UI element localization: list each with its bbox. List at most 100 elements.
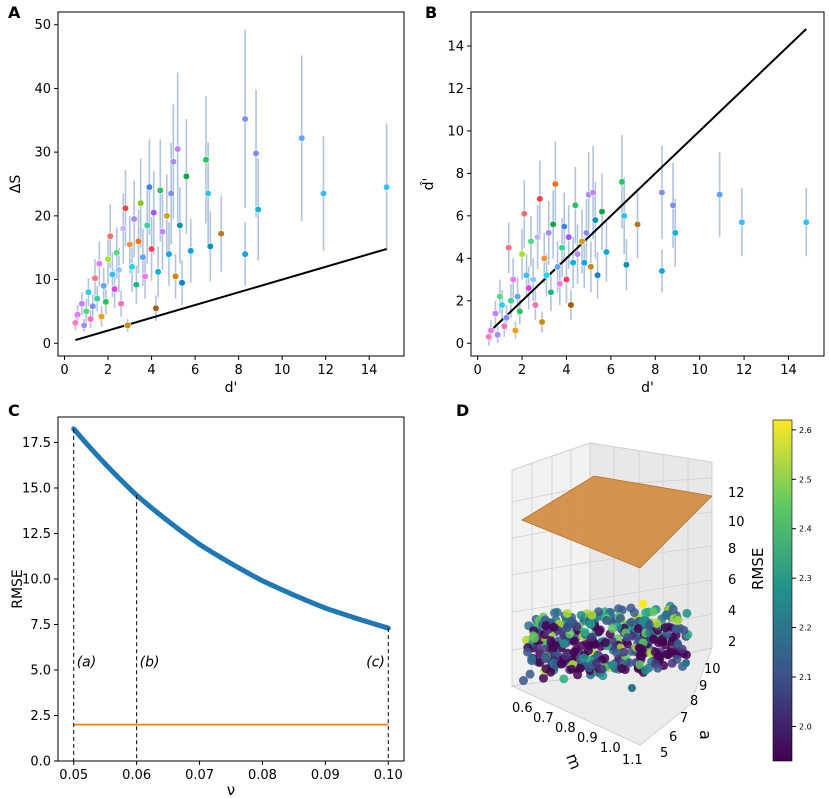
data-point: [89, 302, 97, 310]
annotation-label: (a): [77, 654, 97, 670]
data-point: [580, 258, 588, 267]
tick-a-3: 8: [690, 694, 698, 709]
data-point: [551, 180, 559, 188]
data-point: [382, 183, 391, 191]
panel-c-line-chart: 0.05 0.06 0.07 0.08 0.09 0.10 0.0 2.5 5.0 7.5 10.0…: [10, 416, 405, 798]
data-point: [150, 209, 158, 217]
data-point: [163, 212, 171, 220]
x-tick-label: 12: [736, 363, 753, 378]
panel-label-d: D: [456, 401, 469, 420]
cloud-point: [623, 639, 633, 649]
data-point: [165, 250, 173, 258]
data-point: [549, 220, 557, 228]
cloud-point: [679, 625, 689, 635]
data-point: [716, 191, 724, 199]
data-point: [802, 218, 810, 226]
cloud-point: [635, 660, 645, 670]
tick-z-1: 4: [728, 604, 736, 619]
cloud-point: [593, 607, 603, 617]
y-tick-label: 4: [456, 252, 464, 267]
data-point: [562, 275, 571, 284]
data-point: [494, 331, 502, 339]
colorbar: [772, 419, 793, 762]
data-point: [113, 249, 121, 257]
cloud-point: [615, 613, 625, 623]
data-point: [518, 250, 526, 258]
colorbar-tick-label: 2.0: [799, 722, 812, 731]
cloud-point: [576, 610, 586, 620]
data-point: [658, 267, 666, 275]
x-tick-label: 6: [607, 363, 615, 378]
cloud-point: [587, 610, 597, 620]
data-point: [319, 189, 328, 198]
tick-z-3: 8: [728, 542, 736, 557]
cloud-point: [617, 605, 627, 615]
data-point: [560, 222, 568, 231]
plot-frame: [57, 11, 405, 357]
data-point: [587, 263, 595, 271]
cloud-point: [624, 658, 634, 668]
cloud-point: [569, 637, 579, 647]
cloud-point: [556, 659, 566, 669]
data-point: [509, 275, 517, 284]
y-tick-label: 40: [34, 82, 51, 97]
data-point: [556, 280, 564, 288]
data-point: [658, 188, 666, 197]
data-point: [542, 271, 551, 279]
data-point: [241, 250, 249, 258]
cloud-point: [549, 608, 559, 618]
cloud-point: [548, 643, 558, 653]
cloud-point: [661, 610, 671, 620]
cloud-point: [607, 623, 617, 633]
y-tick-label: 6: [456, 209, 464, 224]
data-point: [505, 244, 513, 252]
data-point: [154, 268, 162, 276]
data-point: [124, 321, 132, 330]
x-tick-label: 2: [518, 363, 526, 378]
cloud-point: [649, 634, 659, 644]
y-tick-label: 10.0: [22, 572, 51, 587]
cloud-point: [644, 620, 654, 630]
data-point: [252, 149, 260, 158]
cloud-point: [653, 663, 663, 673]
data-point: [73, 310, 82, 319]
tick-m-3: 0.9: [577, 731, 598, 746]
data-point: [97, 312, 106, 321]
rmse-plane: [521, 475, 713, 569]
panel-b-scatter: 0 2 4 6 8 10 12 14 0 2 4 6 8 10 12 14 d' d̂': [420, 11, 825, 396]
y-tick-label: 8: [456, 167, 464, 182]
colorbar-tick-label: 2.3: [799, 574, 812, 583]
colorbar-tick-label: 2.4: [799, 525, 812, 534]
data-point: [130, 215, 138, 223]
panel-d-3d-plot: 0.6 0.7 0.8 0.9 1.0 1.1 5 6 7 8 9 10 2 4…: [510, 419, 812, 772]
data-point: [485, 333, 493, 341]
data-point: [540, 254, 548, 262]
tick-a-2: 7: [680, 711, 688, 726]
cloud-point: [546, 667, 556, 677]
data-point: [525, 284, 533, 292]
data-point: [169, 158, 177, 166]
data-point: [531, 301, 539, 309]
x-tick-label: 0: [60, 363, 68, 378]
data-point: [547, 288, 555, 296]
data-point: [217, 230, 225, 238]
x-tick-label: 0.06: [122, 768, 151, 783]
data-point: [143, 221, 151, 230]
data-point: [134, 237, 143, 245]
data-point: [117, 300, 125, 308]
cloud-point: [682, 608, 692, 618]
data-point: [520, 210, 528, 218]
data-point: [147, 245, 156, 253]
tick-z-2: 6: [728, 573, 736, 588]
tick-m-5: 1.1: [622, 753, 643, 768]
data-point: [167, 189, 175, 198]
cloud-point: [633, 623, 643, 633]
cloud-point: [523, 647, 533, 657]
cloud-point: [612, 648, 622, 658]
data-point: [573, 250, 582, 258]
data-point: [202, 156, 210, 164]
data-point: [507, 297, 515, 305]
panel-label-a: A: [8, 3, 21, 22]
data-point: [137, 199, 145, 207]
cloud-point: [580, 627, 590, 637]
